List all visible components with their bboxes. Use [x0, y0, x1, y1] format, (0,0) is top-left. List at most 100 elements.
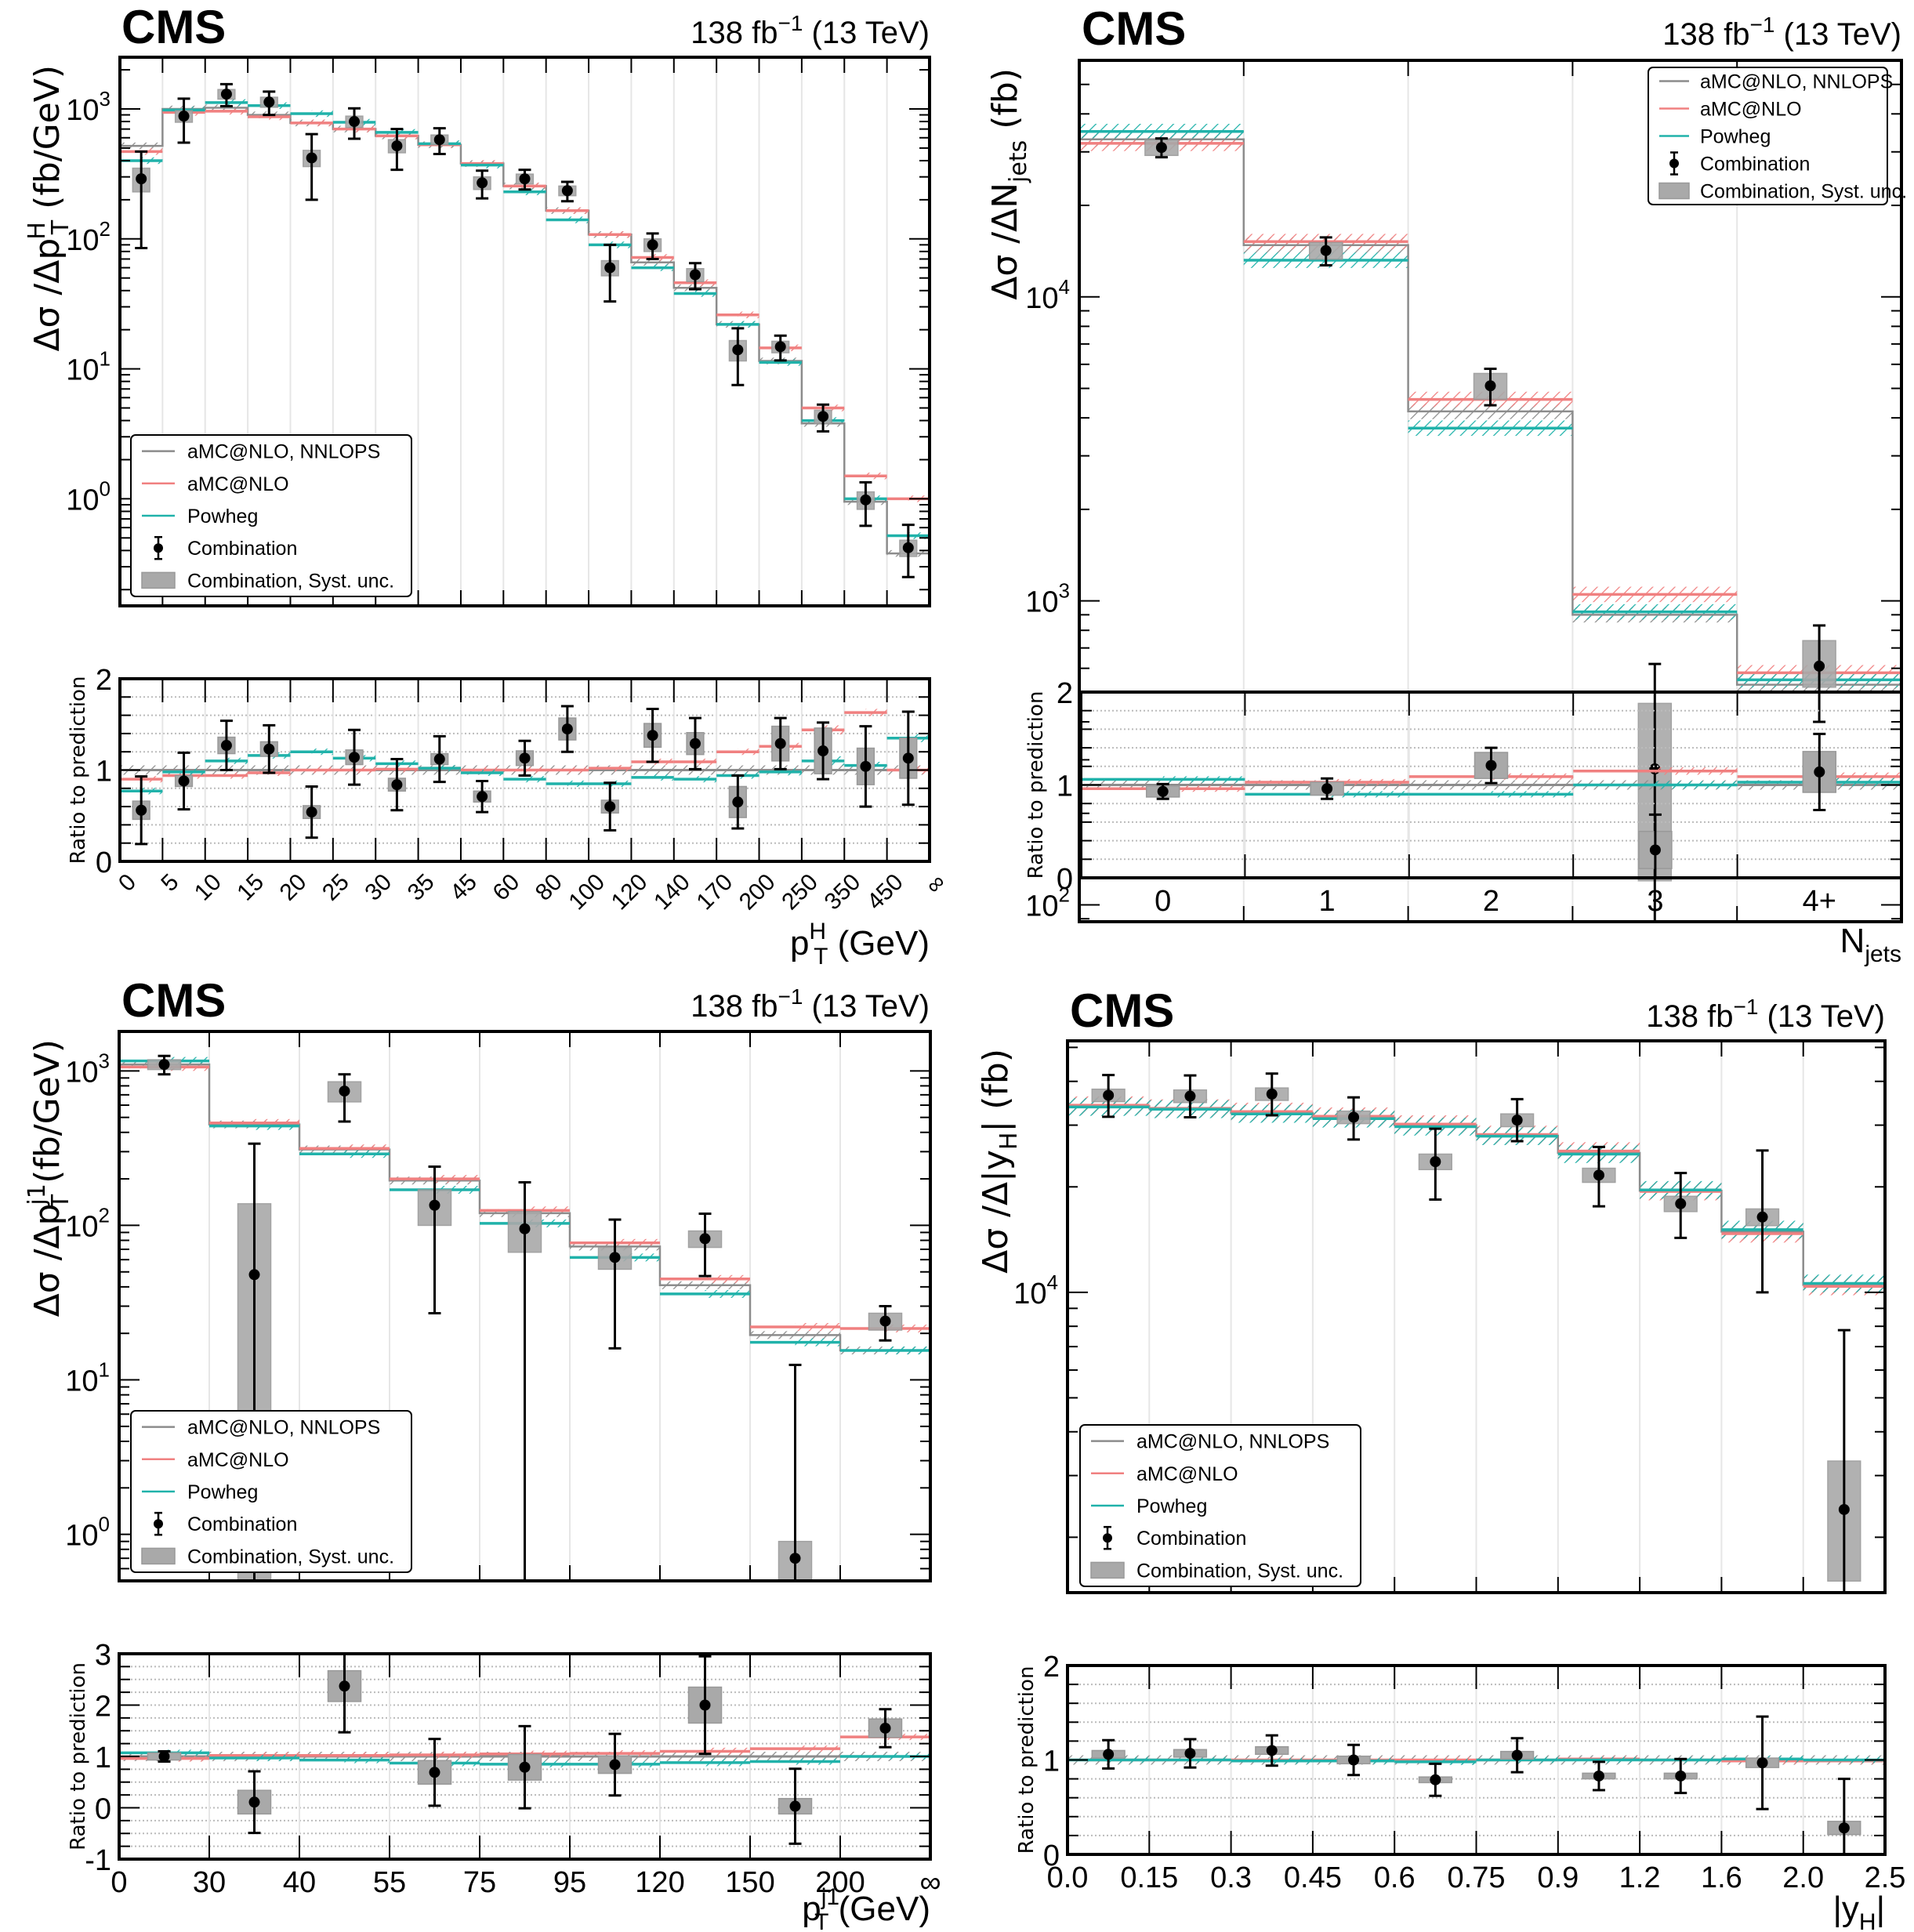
ratio-data-point[interactable]: [349, 752, 361, 763]
legend-item-amcnlo[interactable]: aMC@NLO: [1659, 99, 1802, 121]
ratio-data-point[interactable]: [178, 775, 190, 787]
legend-item-syst[interactable]: Combination, Syst. unc.: [1658, 181, 1907, 203]
ratio-data-point[interactable]: [477, 791, 488, 803]
data-point[interactable]: [1511, 1115, 1523, 1126]
ratio-data-point[interactable]: [774, 738, 786, 749]
data-point[interactable]: [477, 177, 488, 189]
legend-item-nnlops[interactable]: aMC@NLO, NNLOPS: [1091, 1431, 1329, 1453]
ratio-data-point[interactable]: [433, 753, 445, 765]
legend-item-nnlops[interactable]: aMC@NLO, NNLOPS: [142, 441, 380, 463]
ratio-data-point[interactable]: [1593, 1770, 1604, 1782]
ratio-data-point[interactable]: [860, 760, 872, 772]
ratio-data-point[interactable]: [248, 1796, 260, 1808]
ratio-data-point[interactable]: [519, 1761, 531, 1773]
ratio-data-point[interactable]: [1485, 759, 1497, 771]
ratio-data-point[interactable]: [689, 738, 701, 749]
data-point[interactable]: [647, 239, 658, 251]
ratio-data-point[interactable]: [1649, 844, 1661, 856]
data-point[interactable]: [158, 1059, 170, 1071]
data-point[interactable]: [136, 173, 147, 185]
ratio-data-point[interactable]: [609, 1759, 621, 1771]
legend-item-powheg[interactable]: Powheg: [142, 1481, 258, 1503]
data-point[interactable]: [1675, 1198, 1687, 1209]
ratio-data-point[interactable]: [1157, 785, 1169, 797]
legend-item-comb[interactable]: Combination: [154, 1511, 297, 1536]
data-point[interactable]: [263, 96, 275, 108]
ratio-data-point[interactable]: [1430, 1774, 1441, 1785]
ratio-data-point[interactable]: [391, 779, 403, 791]
ratio-data-point[interactable]: [429, 1767, 440, 1778]
data-point[interactable]: [306, 152, 317, 164]
ratio-data-point[interactable]: [339, 1680, 350, 1692]
data-point[interactable]: [1838, 1503, 1850, 1515]
ratio-data-point[interactable]: [1184, 1748, 1196, 1760]
data-point[interactable]: [732, 344, 744, 356]
data-point[interactable]: [817, 411, 829, 422]
ratio-data-point[interactable]: [1675, 1770, 1687, 1782]
data-point[interactable]: [248, 1269, 260, 1281]
ratio-data-point[interactable]: [1348, 1754, 1360, 1766]
data-point[interactable]: [519, 1223, 531, 1234]
ratio-data-point[interactable]: [1321, 783, 1333, 795]
data-point[interactable]: [604, 262, 616, 274]
data-point[interactable]: [1266, 1088, 1278, 1100]
ratio-data-point[interactable]: [263, 743, 275, 755]
data-point[interactable]: [349, 116, 361, 128]
legend-item-powheg[interactable]: Powheg: [1659, 126, 1771, 148]
data-point[interactable]: [1155, 142, 1167, 154]
data-point[interactable]: [220, 89, 232, 100]
legend-item-comb[interactable]: Combination: [154, 535, 297, 560]
data-point[interactable]: [1320, 245, 1332, 256]
data-point[interactable]: [519, 173, 531, 185]
legend-item-amcnlo[interactable]: aMC@NLO: [142, 473, 289, 495]
ratio-data-point[interactable]: [789, 1800, 801, 1812]
data-point[interactable]: [1756, 1211, 1768, 1223]
legend-item-comb[interactable]: Combination: [1103, 1525, 1246, 1550]
ratio-data-point[interactable]: [1103, 1749, 1115, 1760]
data-point[interactable]: [339, 1086, 350, 1097]
data-point[interactable]: [789, 1553, 801, 1564]
data-point[interactable]: [879, 1315, 891, 1327]
legend-item-powheg[interactable]: Powheg: [142, 506, 258, 527]
data-point[interactable]: [1348, 1111, 1360, 1123]
ratio-data-point[interactable]: [1838, 1822, 1850, 1834]
data-point[interactable]: [429, 1199, 440, 1211]
ratio-data-point[interactable]: [1511, 1749, 1523, 1761]
ratio-data-point[interactable]: [1756, 1757, 1768, 1769]
data-point[interactable]: [1484, 380, 1496, 392]
legend-item-nnlops[interactable]: aMC@NLO, NNLOPS: [1659, 71, 1893, 93]
data-point[interactable]: [561, 185, 573, 197]
ratio-data-point[interactable]: [220, 740, 232, 752]
data-point[interactable]: [1430, 1156, 1441, 1168]
data-point[interactable]: [699, 1233, 711, 1245]
data-point[interactable]: [609, 1252, 621, 1263]
legend-item-comb[interactable]: Combination: [1669, 151, 1810, 176]
data-point[interactable]: [689, 269, 701, 281]
ratio-data-point[interactable]: [879, 1722, 891, 1734]
legend-item-amcnlo[interactable]: aMC@NLO: [1091, 1463, 1238, 1485]
data-point[interactable]: [774, 341, 786, 353]
legend-item-amcnlo[interactable]: aMC@NLO: [142, 1449, 289, 1471]
data-point[interactable]: [1103, 1089, 1115, 1101]
ratio-data-point[interactable]: [732, 796, 744, 808]
ratio-data-point[interactable]: [519, 752, 531, 764]
data-point[interactable]: [178, 111, 190, 122]
data-point[interactable]: [860, 494, 872, 506]
ratio-data-point[interactable]: [604, 801, 616, 813]
data-point[interactable]: [433, 134, 445, 146]
legend-item-syst[interactable]: Combination, Syst. unc.: [141, 1546, 394, 1568]
ratio-data-point[interactable]: [699, 1699, 711, 1711]
ratio-data-point[interactable]: [136, 804, 147, 816]
ratio-data-point[interactable]: [306, 807, 317, 818]
legend-item-syst[interactable]: Combination, Syst. unc.: [141, 570, 394, 592]
ratio-data-point[interactable]: [817, 745, 829, 757]
ratio-data-point[interactable]: [902, 752, 914, 764]
data-point[interactable]: [1184, 1090, 1196, 1102]
legend-item-powheg[interactable]: Powheg: [1091, 1495, 1207, 1517]
ratio-data-point[interactable]: [647, 730, 658, 741]
data-point[interactable]: [391, 140, 403, 152]
ratio-data-point[interactable]: [158, 1751, 170, 1762]
data-point[interactable]: [902, 542, 914, 553]
data-point[interactable]: [1593, 1169, 1604, 1181]
legend-item-syst[interactable]: Combination, Syst. unc.: [1090, 1560, 1343, 1582]
